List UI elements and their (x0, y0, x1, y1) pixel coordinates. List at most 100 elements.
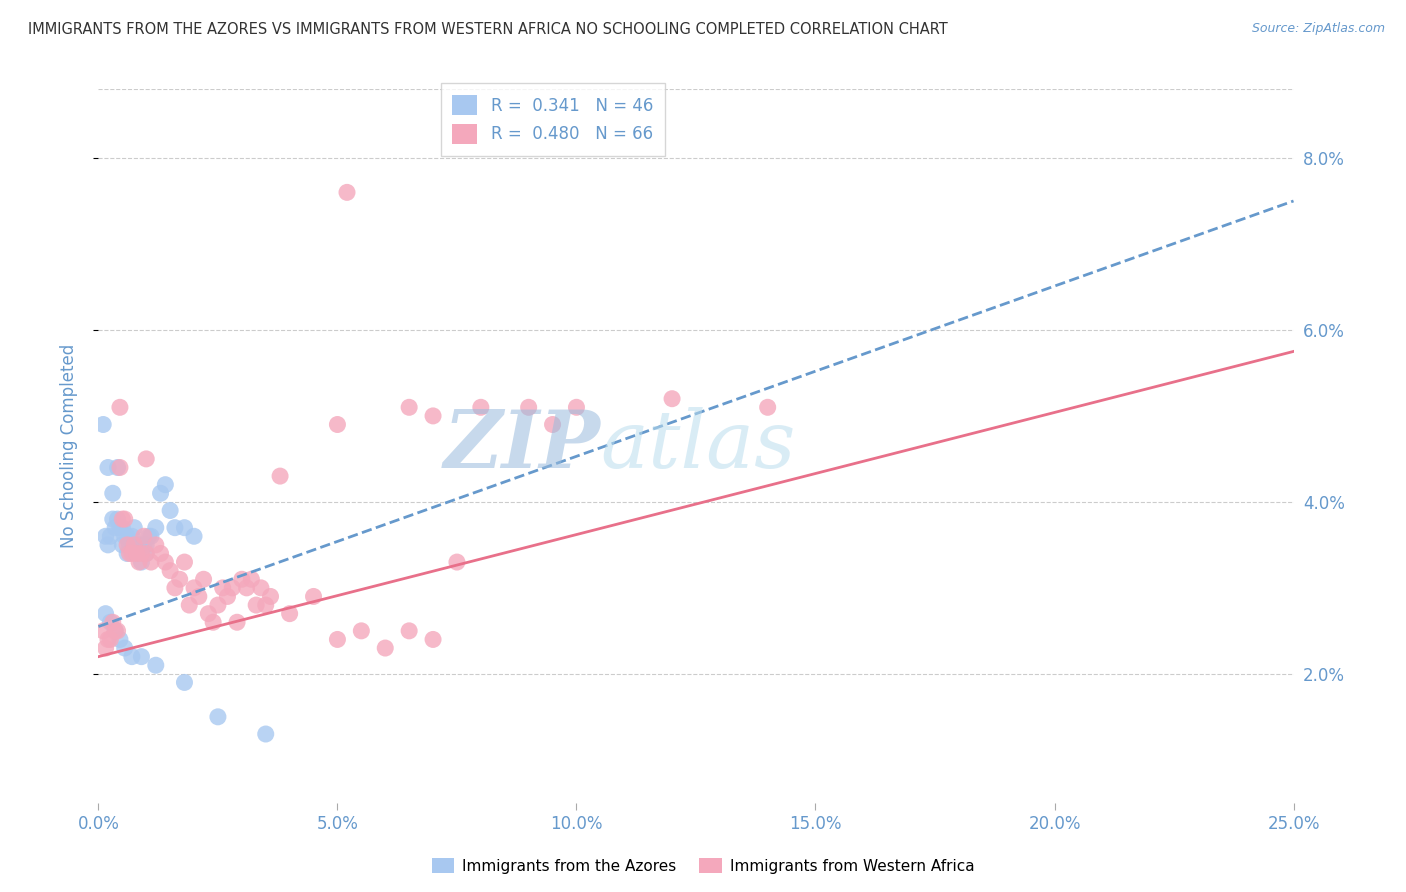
Point (124, 521, 146, 535)
Point (226, 615, 249, 630)
Point (163, 521, 186, 535)
Point (131, 546, 153, 560)
Point (108, 521, 131, 535)
Point (541, 417, 564, 432)
Point (132, 529, 155, 543)
Point (187, 590, 209, 604)
Point (107, 460, 129, 475)
Point (207, 710, 229, 724)
Point (108, 460, 131, 475)
Point (101, 486, 124, 500)
Point (115, 538, 138, 552)
Point (111, 512, 134, 526)
Y-axis label: No Schooling Completed: No Schooling Completed (59, 344, 77, 548)
Point (139, 555, 162, 569)
Point (173, 555, 195, 569)
Text: Source: ZipAtlas.com: Source: ZipAtlas.com (1251, 22, 1385, 36)
Point (145, 658, 167, 673)
Point (128, 538, 150, 552)
Point (91, 624, 114, 638)
Text: atlas: atlas (600, 408, 796, 484)
Point (104, 624, 127, 638)
Point (183, 529, 205, 543)
Point (121, 529, 143, 543)
Point (135, 546, 157, 560)
Point (98, 615, 122, 630)
Point (94, 641, 117, 656)
Point (94, 529, 117, 543)
Point (97, 460, 120, 475)
Point (173, 675, 195, 690)
Point (179, 598, 201, 612)
Point (108, 401, 131, 415)
Point (173, 521, 195, 535)
Point (326, 632, 349, 647)
Point (155, 477, 177, 491)
Point (114, 641, 136, 656)
Point (254, 598, 277, 612)
Point (350, 624, 373, 638)
Point (114, 529, 136, 543)
Point (139, 529, 162, 543)
Point (163, 581, 186, 595)
Point (132, 538, 155, 552)
Point (125, 546, 148, 560)
Point (159, 503, 181, 517)
Point (91, 417, 114, 432)
Point (121, 546, 143, 560)
Point (197, 607, 219, 621)
Legend: Immigrants from the Azores, Immigrants from Western Africa: Immigrants from the Azores, Immigrants f… (426, 852, 980, 880)
Point (145, 538, 167, 552)
Point (101, 615, 124, 630)
Point (98, 632, 122, 647)
Point (138, 529, 160, 543)
Point (217, 590, 239, 604)
Point (231, 572, 253, 586)
Point (336, 186, 359, 200)
Point (159, 564, 181, 578)
Point (107, 624, 129, 638)
Point (111, 521, 134, 535)
Point (125, 546, 148, 560)
Point (207, 598, 229, 612)
Point (118, 538, 141, 552)
Point (98, 529, 122, 543)
Point (149, 486, 172, 500)
Point (517, 401, 540, 415)
Point (398, 401, 420, 415)
Point (193, 572, 215, 586)
Point (101, 512, 124, 526)
Point (94, 607, 117, 621)
Point (202, 615, 225, 630)
Point (104, 624, 127, 638)
Point (169, 572, 191, 586)
Point (326, 417, 349, 432)
Point (250, 581, 273, 595)
Point (145, 521, 167, 535)
Point (125, 538, 148, 552)
Point (115, 529, 138, 543)
Point (97, 632, 120, 647)
Point (245, 598, 267, 612)
Point (118, 546, 141, 560)
Point (97, 538, 120, 552)
Text: ZIP: ZIP (443, 408, 600, 484)
Point (124, 538, 146, 552)
Point (756, 401, 779, 415)
Point (108, 632, 131, 647)
Point (149, 546, 172, 560)
Point (254, 727, 277, 741)
Point (131, 649, 153, 664)
Point (565, 401, 588, 415)
Point (278, 607, 301, 621)
Point (111, 538, 134, 552)
Point (135, 546, 157, 560)
Point (259, 590, 281, 604)
Point (221, 581, 243, 595)
Point (104, 521, 127, 535)
Point (446, 555, 468, 569)
Point (135, 538, 157, 552)
Point (131, 555, 153, 569)
Point (135, 451, 157, 466)
Point (240, 572, 263, 586)
